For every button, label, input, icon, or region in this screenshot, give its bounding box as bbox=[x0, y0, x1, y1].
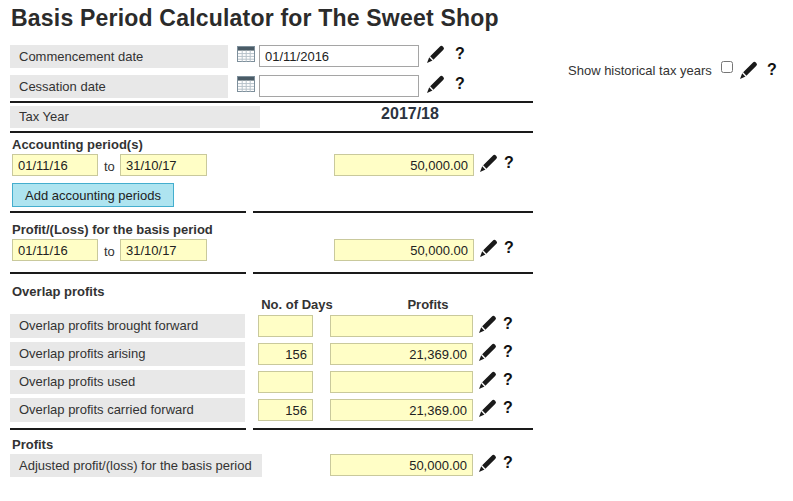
commencement-date-label: Commencement date bbox=[10, 45, 228, 68]
basis-to-input[interactable] bbox=[120, 239, 207, 261]
tax-year-value: 2017/18 bbox=[300, 105, 520, 123]
section-divider bbox=[253, 211, 533, 213]
pencil-icon[interactable] bbox=[478, 398, 498, 418]
overlap-used-profits-input[interactable] bbox=[330, 371, 473, 393]
accounting-amount-input[interactable] bbox=[334, 154, 474, 176]
pencil-icon[interactable] bbox=[479, 153, 499, 173]
question-mark-icon[interactable]: ? bbox=[503, 400, 513, 416]
question-mark-icon[interactable]: ? bbox=[504, 240, 514, 256]
pencil-icon[interactable] bbox=[426, 44, 446, 64]
calendar-icon[interactable] bbox=[237, 46, 255, 62]
overlap-carried-forward-profits-input[interactable] bbox=[330, 399, 473, 421]
question-mark-icon[interactable]: ? bbox=[504, 155, 514, 171]
profits-column-header: Profits bbox=[388, 297, 468, 312]
section-divider bbox=[10, 211, 246, 213]
pencil-icon[interactable] bbox=[478, 314, 498, 334]
commencement-date-input[interactable] bbox=[259, 45, 419, 67]
cessation-date-label: Cessation date bbox=[10, 75, 228, 98]
question-mark-icon[interactable]: ? bbox=[455, 76, 465, 92]
basis-period-heading: Profit/(Loss) for the basis period bbox=[12, 222, 213, 237]
accounting-to-input[interactable] bbox=[120, 154, 207, 176]
cessation-date-input[interactable] bbox=[259, 75, 419, 97]
pencil-icon[interactable] bbox=[478, 342, 498, 362]
overlap-arising-days-input[interactable] bbox=[258, 343, 313, 365]
overlap-row-label: Overlap profits used bbox=[10, 370, 245, 394]
to-label: to bbox=[104, 244, 115, 259]
pencil-icon[interactable] bbox=[739, 60, 759, 80]
calendar-icon[interactable] bbox=[237, 76, 255, 92]
accounting-from-input[interactable] bbox=[12, 154, 98, 176]
profits-heading: Profits bbox=[12, 437, 53, 452]
basis-period-calculator-page: Basis Period Calculator for The Sweet Sh… bbox=[0, 0, 793, 501]
days-column-header: No. of Days bbox=[255, 297, 339, 312]
tax-year-label: Tax Year bbox=[10, 106, 260, 128]
question-mark-icon[interactable]: ? bbox=[503, 316, 513, 332]
overlap-used-days-input[interactable] bbox=[258, 371, 313, 393]
section-divider bbox=[253, 428, 533, 430]
adjusted-profit-amount-input[interactable] bbox=[330, 454, 473, 476]
pencil-icon[interactable] bbox=[478, 370, 498, 390]
pencil-icon[interactable] bbox=[478, 453, 498, 473]
pencil-icon[interactable] bbox=[426, 74, 446, 94]
page-title: Basis Period Calculator for The Sweet Sh… bbox=[11, 5, 499, 32]
question-mark-icon[interactable]: ? bbox=[503, 372, 513, 388]
show-historical-checkbox[interactable] bbox=[721, 61, 733, 73]
section-divider bbox=[10, 101, 533, 103]
overlap-carried-forward-days-input[interactable] bbox=[258, 399, 313, 421]
section-divider bbox=[10, 428, 246, 430]
basis-from-input[interactable] bbox=[12, 239, 98, 261]
question-mark-icon[interactable]: ? bbox=[455, 46, 465, 62]
question-mark-icon[interactable]: ? bbox=[503, 455, 513, 471]
overlap-profits-heading: Overlap profits bbox=[12, 284, 104, 299]
section-divider bbox=[10, 131, 533, 133]
question-mark-icon[interactable]: ? bbox=[503, 344, 513, 360]
overlap-row-label: Overlap profits brought forward bbox=[10, 314, 245, 338]
pencil-icon[interactable] bbox=[479, 238, 499, 258]
accounting-periods-heading: Accounting period(s) bbox=[12, 137, 143, 152]
basis-amount-input[interactable] bbox=[334, 239, 474, 261]
overlap-brought-forward-profits-input[interactable] bbox=[330, 315, 473, 337]
overlap-row-label: Overlap profits arising bbox=[10, 342, 245, 366]
adjusted-profit-label: Adjusted profit/(loss) for the basis per… bbox=[10, 454, 262, 477]
section-divider bbox=[253, 272, 533, 274]
add-accounting-periods-button[interactable]: Add accounting periods bbox=[12, 183, 174, 207]
question-mark-icon[interactable]: ? bbox=[767, 62, 777, 78]
overlap-arising-profits-input[interactable] bbox=[330, 343, 473, 365]
overlap-brought-forward-days-input[interactable] bbox=[258, 315, 313, 337]
to-label: to bbox=[104, 159, 115, 174]
overlap-row-label: Overlap profits carried forward bbox=[10, 398, 245, 422]
section-divider bbox=[10, 272, 246, 274]
show-historical-label: Show historical tax years bbox=[568, 63, 712, 78]
